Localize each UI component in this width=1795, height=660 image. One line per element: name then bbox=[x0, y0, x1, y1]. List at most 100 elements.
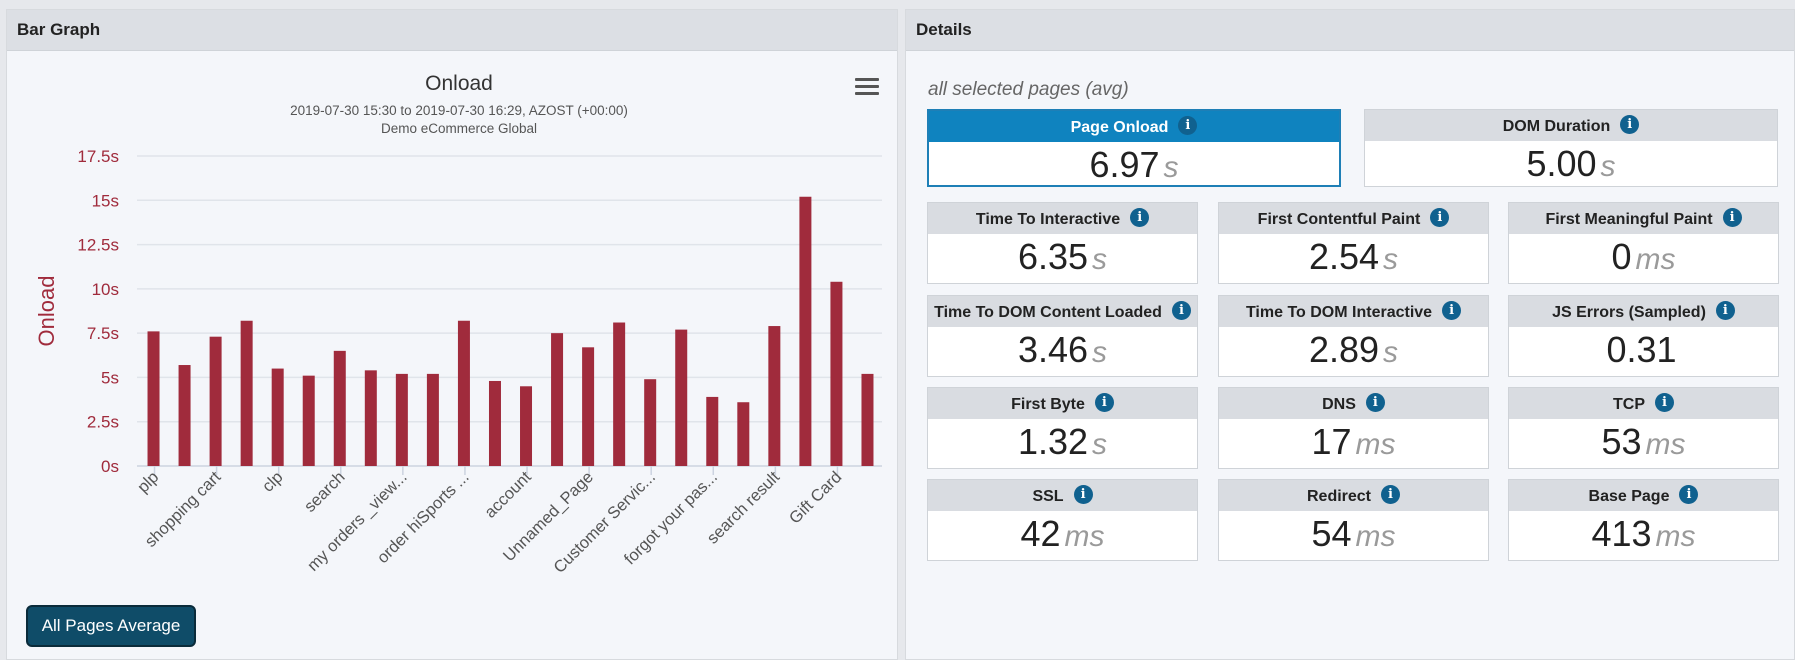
metric-value-number: 53 bbox=[1601, 421, 1642, 462]
metric-card-base-page[interactable]: Base Page i 413 ms bbox=[1508, 479, 1779, 561]
bar bbox=[426, 373, 439, 466]
hamburger-menu-icon[interactable] bbox=[855, 78, 879, 98]
metric-card-time-to-dom-content-loaded[interactable]: Time To DOM Content Loaded i 3.46 s bbox=[927, 295, 1198, 377]
info-icon[interactable]: i bbox=[1442, 301, 1462, 320]
metric-label: Time To Interactive i bbox=[928, 203, 1197, 234]
metric-value: 2.89 s bbox=[1219, 327, 1488, 376]
info-icon[interactable]: i bbox=[1722, 208, 1742, 227]
bar bbox=[737, 402, 750, 466]
all-pages-average-button[interactable]: All Pages Average bbox=[26, 605, 196, 647]
metric-card-dom-duration[interactable]: DOM Duration i 5.00 s bbox=[1364, 109, 1778, 187]
metric-label: DNS i bbox=[1219, 388, 1488, 419]
info-icon[interactable]: i bbox=[1171, 301, 1191, 320]
metric-value-number: 54 bbox=[1311, 513, 1352, 554]
bar bbox=[644, 379, 657, 466]
bar bbox=[675, 329, 688, 466]
metric-label: Redirect i bbox=[1219, 480, 1488, 511]
chart-subtitle-date-range: 2019-07-30 15:30 to 2019-07-30 16:29, AZ… bbox=[290, 103, 628, 118]
metric-value: 53 ms bbox=[1509, 419, 1778, 468]
metric-label: Time To DOM Content Loaded i bbox=[928, 296, 1197, 327]
info-icon[interactable]: i bbox=[1620, 115, 1640, 134]
metric-unit: ms bbox=[1355, 520, 1396, 553]
details-panel: Details all selected pages (avg) Page On… bbox=[905, 9, 1795, 660]
info-icon[interactable]: i bbox=[1178, 116, 1198, 135]
metric-label-text: DNS bbox=[1322, 396, 1356, 413]
metric-value-number: 413 bbox=[1591, 513, 1652, 554]
bar bbox=[240, 320, 253, 466]
bar bbox=[302, 375, 315, 466]
bar bbox=[147, 331, 160, 466]
metric-unit: s bbox=[1163, 151, 1179, 184]
bar bbox=[613, 322, 626, 466]
metric-value: 2.54 s bbox=[1219, 234, 1488, 283]
metric-value-number: 0.31 bbox=[1606, 329, 1677, 370]
metric-value-number: 17 bbox=[1311, 421, 1352, 462]
info-icon[interactable]: i bbox=[1130, 208, 1150, 227]
metric-label-text: Time To Interactive bbox=[975, 211, 1121, 228]
metric-value: 0 ms bbox=[1509, 234, 1778, 283]
x-tick-label: account bbox=[481, 468, 535, 522]
metric-label: JS Errors (Sampled) i bbox=[1509, 296, 1778, 327]
metric-value: 6.35 s bbox=[928, 234, 1197, 283]
x-tick-label: search bbox=[301, 468, 349, 516]
bar-graph-panel: Bar Graph Onload 2019-07-30 15:30 to 2019… bbox=[6, 9, 898, 660]
metric-card-first-byte[interactable]: First Byte i 1.32 s bbox=[927, 387, 1198, 469]
metric-card-tcp[interactable]: TCP i 53 ms bbox=[1508, 387, 1779, 469]
x-tick-label: Gift Card bbox=[786, 468, 845, 527]
metric-value: 6.97 s bbox=[929, 142, 1339, 191]
metric-value: 1.32 s bbox=[928, 419, 1197, 468]
y-tick-label: 10s bbox=[92, 280, 119, 299]
metric-label-text: Base Page bbox=[1588, 488, 1670, 505]
metric-unit: s bbox=[1092, 243, 1108, 276]
metric-label: Page Onload i bbox=[929, 111, 1339, 142]
metric-label-text: JS Errors (Sampled) bbox=[1552, 304, 1706, 321]
y-tick-label: 7.5s bbox=[87, 324, 119, 343]
metric-unit: s bbox=[1092, 428, 1108, 461]
metric-label-text: DOM Duration bbox=[1502, 118, 1611, 135]
info-icon[interactable]: i bbox=[1655, 393, 1674, 412]
metric-card-redirect[interactable]: Redirect i 54 ms bbox=[1218, 479, 1489, 561]
metric-label-text: Time To DOM Content Loaded bbox=[934, 304, 1162, 321]
info-icon[interactable]: i bbox=[1365, 393, 1385, 412]
metric-label: First Contentful Paint i bbox=[1219, 203, 1488, 234]
bar bbox=[706, 396, 719, 466]
metric-label: Time To DOM Interactive i bbox=[1219, 296, 1488, 327]
metric-value: 413 ms bbox=[1509, 511, 1778, 560]
metric-label: TCP i bbox=[1509, 388, 1778, 419]
metric-label: SSL i bbox=[928, 480, 1197, 511]
metric-unit: ms bbox=[1635, 243, 1676, 276]
metric-card-ssl[interactable]: SSL i 42 ms bbox=[927, 479, 1198, 561]
metric-card-js-errors-sampled[interactable]: JS Errors (Sampled) i 0.31 bbox=[1508, 295, 1779, 377]
metric-card-page-onload[interactable]: Page Onload i 6.97 s bbox=[927, 109, 1341, 187]
bar bbox=[271, 368, 284, 466]
info-icon[interactable]: i bbox=[1715, 301, 1735, 320]
metric-value: 17 ms bbox=[1219, 419, 1488, 468]
info-icon[interactable]: i bbox=[1094, 393, 1114, 412]
y-axis-label: Onload bbox=[34, 276, 59, 347]
metric-value: 5.00 s bbox=[1365, 141, 1777, 190]
metric-label: First Byte i bbox=[928, 388, 1197, 419]
metric-card-time-to-dom-interactive[interactable]: Time To DOM Interactive i 2.89 s bbox=[1218, 295, 1489, 377]
info-icon[interactable]: i bbox=[1430, 208, 1450, 227]
y-tick-label: 5s bbox=[101, 368, 119, 387]
metric-card-first-meaningful-paint[interactable]: First Meaningful Paint i 0 ms bbox=[1508, 202, 1779, 284]
metric-card-dns[interactable]: DNS i 17 ms bbox=[1218, 387, 1489, 469]
metric-label: DOM Duration i bbox=[1365, 110, 1777, 141]
bar bbox=[520, 386, 533, 466]
info-icon[interactable]: i bbox=[1679, 485, 1699, 504]
info-icon[interactable]: i bbox=[1381, 485, 1401, 504]
metric-card-time-to-interactive[interactable]: Time To Interactive i 6.35 s bbox=[927, 202, 1198, 284]
metric-card-first-contentful-paint[interactable]: First Contentful Paint i 2.54 s bbox=[1218, 202, 1489, 284]
bar bbox=[178, 365, 191, 466]
y-tick-label: 17.5s bbox=[77, 147, 119, 166]
metric-unit: s bbox=[1600, 150, 1616, 183]
info-icon[interactable]: i bbox=[1073, 485, 1093, 504]
metric-label: Base Page i bbox=[1509, 480, 1778, 511]
bar bbox=[333, 350, 346, 466]
metric-label-text: First Contentful Paint bbox=[1257, 211, 1421, 228]
bar-graph-panel-title: Bar Graph bbox=[7, 10, 897, 51]
onload-bar-chart: Onload 2019-07-30 15:30 to 2019-07-30 16:… bbox=[34, 72, 882, 577]
y-tick-label: 15s bbox=[92, 191, 119, 210]
y-tick-label: 2.5s bbox=[87, 413, 119, 432]
details-subtitle: all selected pages (avg) bbox=[928, 79, 1129, 100]
